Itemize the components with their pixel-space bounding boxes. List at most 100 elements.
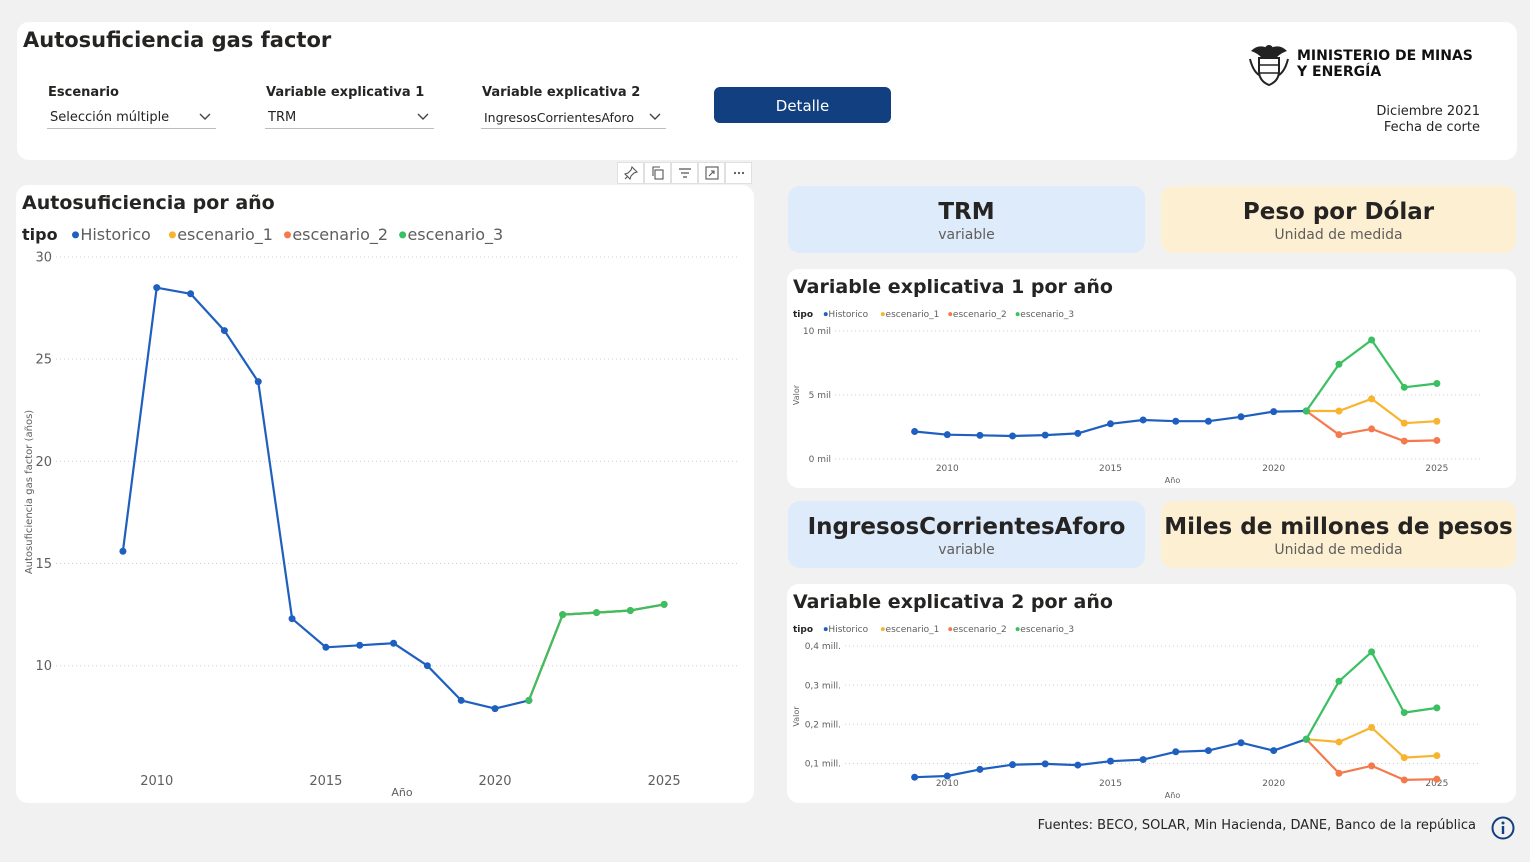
filter-label-escenario: Escenario bbox=[48, 85, 119, 100]
data-point-Historico bbox=[1041, 760, 1049, 768]
legend-item-escenario_1: escenario_1 bbox=[886, 310, 940, 320]
info-icon[interactable] bbox=[1491, 816, 1515, 840]
x-axis-label: Año bbox=[391, 786, 412, 799]
pin-visual-button[interactable] bbox=[617, 162, 644, 184]
focus-mode-icon bbox=[704, 166, 719, 180]
data-point-escenario_3 bbox=[1335, 360, 1343, 368]
legend-item-escenario_2: escenario_2 bbox=[953, 625, 1007, 635]
y-tick-label: 0,1 mill. bbox=[805, 760, 841, 770]
variable-1-unit-card: Peso por Dólar Unidad de medida bbox=[1161, 186, 1516, 253]
data-point-Historico bbox=[153, 284, 161, 292]
data-point-escenario_1 bbox=[1368, 723, 1376, 731]
legend-item-escenario_1: escenario_1 bbox=[177, 225, 273, 245]
ministry-name-line-1: MINISTERIO DE MINAS bbox=[1297, 48, 1473, 64]
x-tick-label: 2020 bbox=[478, 774, 511, 789]
y-axis-label: Valor bbox=[792, 706, 801, 727]
data-point-Historico bbox=[220, 327, 228, 335]
legend-title: tipo bbox=[793, 310, 813, 320]
legend-marker bbox=[948, 312, 953, 317]
data-point-Historico bbox=[356, 641, 364, 649]
legend-item-escenario_3: escenario_3 bbox=[1020, 310, 1074, 320]
legend-item-escenario_1: escenario_1 bbox=[886, 625, 940, 635]
data-point-Historico bbox=[1139, 756, 1147, 764]
data-point-Historico bbox=[1237, 413, 1245, 421]
legend-marker bbox=[880, 627, 885, 632]
ministry-name: MINISTERIO DE MINAS Y ENERGÍA bbox=[1297, 48, 1473, 80]
escenario-dropdown[interactable]: Selección múltiple bbox=[47, 107, 216, 129]
data-point-escenario_1 bbox=[1433, 752, 1441, 760]
data-point-Historico bbox=[1074, 761, 1082, 769]
data-point-escenario_3 bbox=[525, 696, 533, 704]
focus-mode-button[interactable] bbox=[698, 162, 725, 184]
copy-visual-button[interactable] bbox=[644, 162, 671, 184]
data-point-escenario_2 bbox=[1368, 762, 1376, 770]
y-tick-label: 0,2 mill. bbox=[805, 720, 841, 730]
chevron-down-icon bbox=[417, 113, 429, 120]
data-point-Historico bbox=[1106, 420, 1114, 428]
data-point-Historico bbox=[943, 431, 951, 439]
data-point-Historico bbox=[1106, 757, 1114, 765]
data-point-Historico bbox=[423, 662, 431, 670]
data-point-escenario_2 bbox=[1433, 775, 1441, 783]
variable-2-dropdown[interactable]: IngresosCorrientesAforo bbox=[481, 107, 666, 129]
x-axis-label: Año bbox=[1165, 476, 1181, 485]
data-point-Historico bbox=[911, 773, 919, 781]
series-line-escenario_1 bbox=[1306, 397, 1437, 425]
data-point-escenario_3 bbox=[1400, 709, 1408, 717]
legend-marker bbox=[284, 231, 292, 239]
data-point-Historico bbox=[1041, 431, 1049, 439]
legend-marker bbox=[72, 231, 80, 239]
data-point-escenario_3 bbox=[1433, 379, 1441, 387]
filter-label-variable-1: Variable explicativa 1 bbox=[266, 85, 425, 100]
data-point-escenario_3 bbox=[1335, 677, 1343, 685]
series-line-escenario_1 bbox=[527, 603, 665, 701]
variable-2-line-chart[interactable]: Variable explicativa 2 por año tipo Histor… bbox=[787, 584, 1516, 803]
x-axis-label: Año bbox=[1165, 791, 1181, 800]
data-point-escenario_2 bbox=[1433, 436, 1441, 444]
ministry-name-line-2: Y ENERGÍA bbox=[1297, 64, 1382, 80]
variable-1-dropdown[interactable]: TRM bbox=[265, 107, 434, 129]
data-point-escenario_2 bbox=[1400, 776, 1408, 784]
y-tick-label: 5 mil bbox=[809, 391, 831, 401]
variable-2-unit: Miles de millones de pesos bbox=[1164, 514, 1513, 540]
chevron-down-icon bbox=[199, 113, 211, 120]
variable-1-line-chart[interactable]: Variable explicativa 1 por año tipo Histor… bbox=[787, 269, 1516, 488]
x-tick-label: 2020 bbox=[1262, 464, 1285, 474]
legend-item-escenario_3: escenario_3 bbox=[1020, 625, 1074, 635]
y-tick-label: 20 bbox=[35, 455, 52, 470]
variable-1-card: TRM variable bbox=[788, 186, 1145, 253]
data-point-Historico bbox=[119, 547, 127, 555]
data-point-escenario_3 bbox=[660, 600, 668, 608]
copy-icon bbox=[651, 166, 664, 180]
cut-date-label: Fecha de corte bbox=[1383, 120, 1480, 135]
autosuficiencia-line-chart[interactable]: Autosuficiencia por año tipo Historico esce… bbox=[16, 185, 754, 803]
detail-button[interactable]: Detalle bbox=[714, 87, 891, 123]
y-tick-label: 10 mil bbox=[803, 327, 831, 337]
variable-1-chart-panel bbox=[787, 269, 1516, 488]
pin-icon bbox=[623, 166, 638, 180]
data-point-Historico bbox=[1270, 408, 1278, 416]
data-point-Historico bbox=[976, 431, 984, 439]
chart-title: Variable explicativa 1 por año bbox=[793, 276, 1113, 298]
data-point-escenario_1 bbox=[1400, 754, 1408, 762]
page-title: Autosuficiencia gas factor bbox=[23, 28, 332, 52]
data-point-Historico bbox=[322, 643, 330, 651]
legend-marker bbox=[948, 627, 953, 632]
variable-1-dropdown-value: TRM bbox=[268, 110, 297, 125]
variable-2-unit-card: Miles de millones de pesos Unidad de med… bbox=[1161, 501, 1516, 568]
chart-title: Variable explicativa 2 por año bbox=[793, 591, 1113, 613]
data-point-Historico bbox=[1172, 417, 1180, 425]
filter-visual-button[interactable] bbox=[671, 162, 698, 184]
legend-item-escenario_3: escenario_3 bbox=[407, 225, 503, 245]
legend-marker bbox=[399, 231, 407, 239]
data-point-Historico bbox=[254, 378, 262, 386]
filter-label-variable-2: Variable explicativa 2 bbox=[482, 85, 641, 100]
legend-title: tipo bbox=[22, 225, 58, 244]
data-point-escenario_1 bbox=[1335, 738, 1343, 746]
variable-2-name: IngresosCorrientesAforo bbox=[807, 514, 1126, 540]
more-options-button[interactable] bbox=[725, 162, 752, 184]
escenario-dropdown-value: Selección múltiple bbox=[50, 110, 170, 125]
series-line-escenario_2 bbox=[527, 603, 665, 701]
y-tick-label: 25 bbox=[35, 353, 52, 368]
y-tick-label: 0 mil bbox=[809, 455, 831, 465]
